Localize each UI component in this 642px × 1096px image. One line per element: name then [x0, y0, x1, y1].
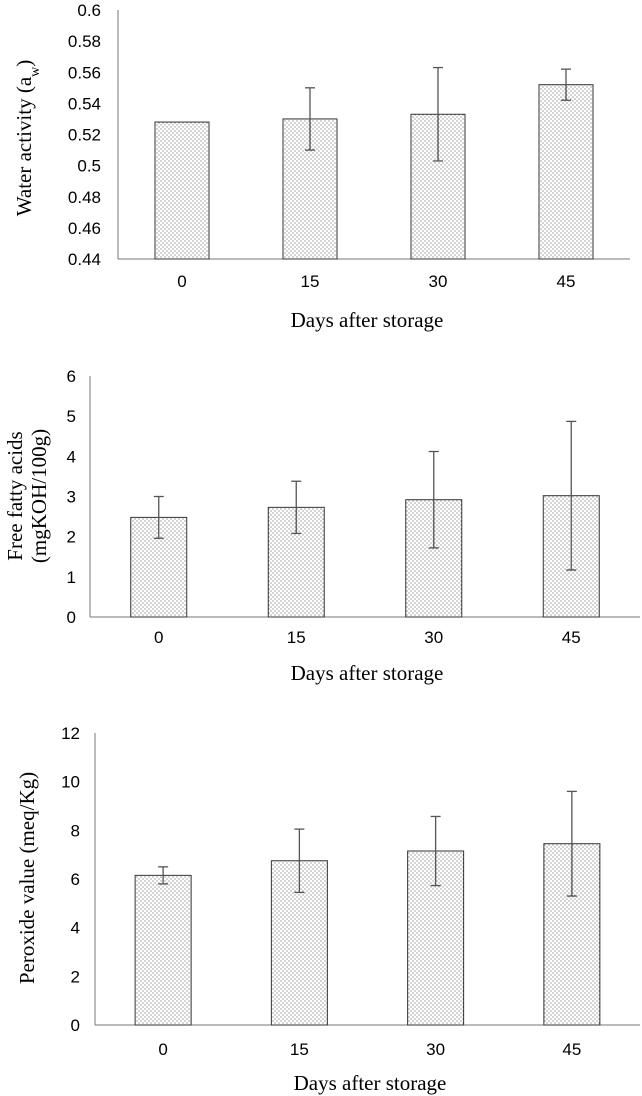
x-tick-label: 45: [562, 628, 581, 647]
x-tick-label: 0: [154, 628, 163, 647]
y-axis-title: Peroxide value (meq/Kg): [15, 772, 39, 984]
y-tick-label: 4: [67, 447, 76, 466]
y-tick-label: 6: [67, 367, 76, 386]
x-tick-label: 45: [562, 1040, 581, 1059]
bar: [134, 874, 192, 1026]
y-axis-title-line1: Free fatty acids: [3, 431, 27, 560]
y-tick-label: 0.5: [77, 157, 101, 176]
y-tick-label: 0: [71, 1016, 80, 1035]
y-tick-label: 0.58: [68, 32, 101, 51]
x-axis-title: Days after storage: [291, 308, 444, 332]
y-tick-label: 0.54: [68, 94, 101, 113]
chart-water-activity: 0.44 0.46 0.48 0.5 0.52 0.54 0.56 0.58 0.6 0 15 30 4…: [12, 1, 630, 332]
y-axis-title: Water activity (aw): [12, 60, 43, 217]
y-tick-label: 0.46: [68, 219, 101, 238]
x-tick-label: 15: [287, 628, 306, 647]
x-tick-label: 15: [301, 272, 320, 291]
y-tick-label: 5: [67, 407, 76, 426]
y-tick-label: 0.56: [68, 63, 101, 82]
y-tick-label: 12: [61, 724, 80, 743]
bar: [410, 113, 466, 260]
y-tick-label: 0.48: [68, 188, 101, 207]
y-tick-label: 8: [71, 821, 80, 840]
x-tick-label: 0: [158, 1040, 167, 1059]
y-tick-label: 6: [71, 870, 80, 889]
x-tick-label: 45: [557, 272, 576, 291]
y-tick-label: 0.52: [68, 126, 101, 145]
y-axis-title-line2: (mgKOH/100g): [27, 429, 51, 563]
y-tick-label: 0.44: [68, 250, 101, 269]
x-axis-title: Days after storage: [291, 661, 444, 685]
y-tick-label: 2: [71, 967, 80, 986]
y-tick-label: 4: [71, 919, 80, 938]
chart-peroxide-value: 0 2 4 6 8 10 12 0 15 30 45 Days after storage Pero…: [15, 724, 640, 1095]
x-axis-title: Days after storage: [294, 1071, 447, 1095]
x-tick-label: 15: [290, 1040, 309, 1059]
y-tick-label: 2: [67, 528, 76, 547]
x-tick-label: 0: [177, 272, 186, 291]
y-tick-label: 3: [67, 488, 76, 507]
x-tick-label: 30: [424, 628, 443, 647]
y-tick-label: 0.6: [77, 1, 101, 20]
y-tick-label: 1: [67, 568, 76, 587]
y-tick-label: 0: [67, 608, 76, 627]
bar: [538, 84, 594, 260]
x-tick-label: 30: [429, 272, 448, 291]
y-tick-label: 10: [61, 773, 80, 792]
x-tick-label: 30: [426, 1040, 445, 1059]
bar: [154, 121, 210, 260]
